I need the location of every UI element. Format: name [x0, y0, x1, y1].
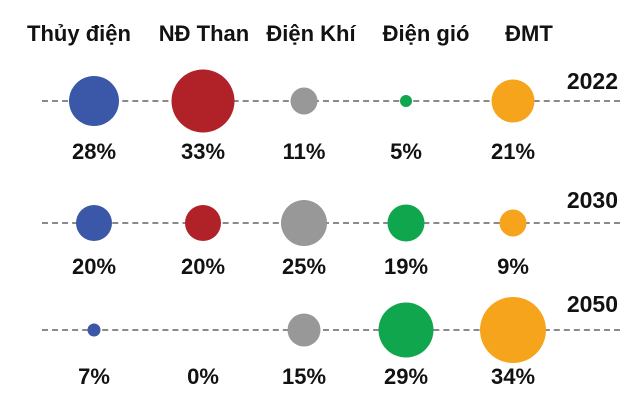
bubble-Điện gió-2022 — [400, 95, 412, 107]
bubble-ĐMT-2030 — [499, 209, 527, 237]
percent-label: 15% — [281, 364, 327, 389]
percent-label: 7% — [78, 364, 110, 389]
bubble-Điện Khí-2050 — [287, 313, 321, 347]
bubble-Thủy điện-2050 — [87, 323, 101, 337]
percent-label: 33% — [180, 139, 226, 164]
percent-label: 9% — [497, 254, 529, 279]
category-label: ĐMT — [505, 21, 553, 46]
percent-label: 34% — [490, 364, 536, 389]
percent-label: 19% — [383, 254, 429, 279]
category-label: Điện Khí — [266, 21, 356, 46]
bubble-Điện Khí-2022 — [290, 87, 318, 115]
percent-label: 20% — [180, 254, 226, 279]
percent-label: 28% — [71, 139, 117, 164]
bubble-Điện gió-2050 — [378, 302, 434, 358]
dashed-axis — [42, 222, 620, 224]
year-label: 2030 — [566, 187, 618, 213]
percent-label: 0% — [187, 364, 219, 389]
category-label: Thủy điện — [27, 21, 131, 46]
percent-label: 29% — [383, 364, 429, 389]
bubble-Thủy điện-2022 — [69, 76, 119, 126]
year-label: 2022 — [566, 68, 618, 94]
percent-label: 20% — [71, 254, 117, 279]
dashed-axis — [42, 329, 620, 331]
bubble-ĐMT-2022 — [491, 79, 535, 123]
bubble-Thủy điện-2030 — [76, 205, 112, 241]
dashed-axis — [42, 100, 620, 102]
bubble-NĐ Than-2030 — [185, 205, 221, 241]
category-label: Điện gió — [382, 21, 470, 46]
year-label: 2050 — [566, 291, 618, 317]
bubble-ĐMT-2050 — [480, 297, 546, 363]
bubble-Điện Khí-2030 — [281, 200, 327, 246]
percent-label: 11% — [282, 139, 326, 164]
percent-label: 21% — [490, 139, 536, 164]
bubble-Điện gió-2030 — [387, 204, 425, 242]
percent-label: 5% — [390, 139, 422, 164]
bubble-NĐ Than-2022 — [171, 69, 235, 133]
category-label: NĐ Than — [158, 21, 250, 46]
percent-label: 25% — [281, 254, 327, 279]
